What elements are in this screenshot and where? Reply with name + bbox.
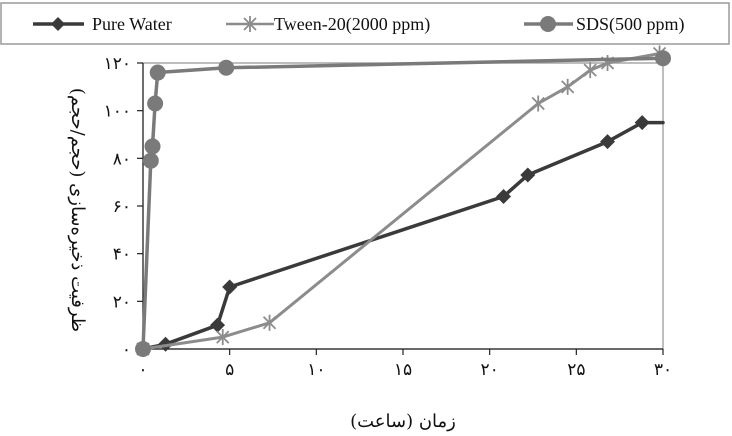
series-sds-500-ppm (135, 50, 671, 357)
data-point-marker (149, 64, 166, 81)
y-tick-label: ۱۲۰ (104, 54, 131, 74)
data-point-marker (222, 279, 238, 295)
data-point-marker (496, 188, 512, 204)
y-tick-label: ۴۰ (113, 245, 131, 265)
x-tick-label: ۲۰ (481, 360, 499, 380)
data-point-marker (561, 78, 575, 95)
series-tween-20-2000-ppm (136, 45, 667, 357)
data-point-marker (531, 95, 545, 112)
data-point-marker (520, 167, 536, 183)
legend-entry-pure-water: Pure Water (33, 14, 172, 34)
data-point-marker (216, 329, 230, 346)
data-point-marker (144, 138, 161, 155)
data-point-marker (583, 62, 597, 79)
y-tick-label: ۰ (122, 340, 131, 360)
y-tick-label: ۱۰۰ (104, 102, 131, 122)
y-tick-label: ۶۰ (113, 197, 131, 217)
series-line-tween-20-2000-ppm (141, 52, 661, 351)
x-tick-label: ۱۰ (307, 360, 325, 380)
y-axis-ticks: ۰ ۲۰ ۴۰ ۶۰ ۸۰ ۱۰۰ ۱۲۰ (104, 54, 143, 360)
legend-marker-sds (540, 16, 556, 32)
series-layer (135, 45, 671, 357)
legend-marker-tween-20 (243, 16, 257, 32)
legend-label-sds: SDS(500 ppm) (576, 14, 685, 35)
data-point-marker (262, 314, 277, 331)
data-point-marker (655, 50, 671, 67)
data-point-marker (218, 59, 235, 76)
x-tick-label: ۱۵ (394, 360, 412, 380)
data-point-marker (142, 152, 159, 169)
series-line-sds-500-ppm (141, 56, 665, 351)
data-point-marker (210, 317, 226, 333)
data-point-marker (147, 95, 164, 112)
y-axis-title: ظرفیت ذخیره‌سازی (حجم/حجم) (67, 88, 88, 332)
legend: Pure Water Tween-20(2000 ppm) SDS(500 pp… (0, 2, 730, 45)
x-tick-label: ۳۰ (654, 360, 672, 380)
y-tick-label: ۸۰ (113, 149, 131, 169)
legend-label-pure-water: Pure Water (92, 14, 172, 34)
plot-area (142, 62, 664, 350)
x-axis-ticks: ۰ ۵ ۱۰ ۱۵ ۲۰ ۲۵ ۳۰ (138, 349, 672, 380)
series-line-pure-water (141, 120, 665, 351)
x-tick-label: ۵ (225, 360, 234, 380)
legend-entry-sds: SDS(500 ppm) (524, 14, 685, 35)
legend-marker-pure-water (51, 17, 65, 31)
series-pure-water (135, 115, 665, 357)
legend-entry-tween-20: Tween-20(2000 ppm) (226, 14, 430, 35)
y-tick-label: ۲۰ (113, 292, 131, 312)
legend-label-tween-20: Tween-20(2000 ppm) (274, 14, 430, 35)
data-point-marker (135, 341, 151, 357)
x-tick-label: ۲۵ (567, 360, 585, 380)
data-point-marker (634, 115, 650, 131)
x-axis-title: زمان (ساعت) (350, 411, 456, 432)
legend-border (0, 2, 730, 45)
data-point-marker (600, 134, 616, 150)
x-tick-label: ۰ (138, 360, 147, 380)
